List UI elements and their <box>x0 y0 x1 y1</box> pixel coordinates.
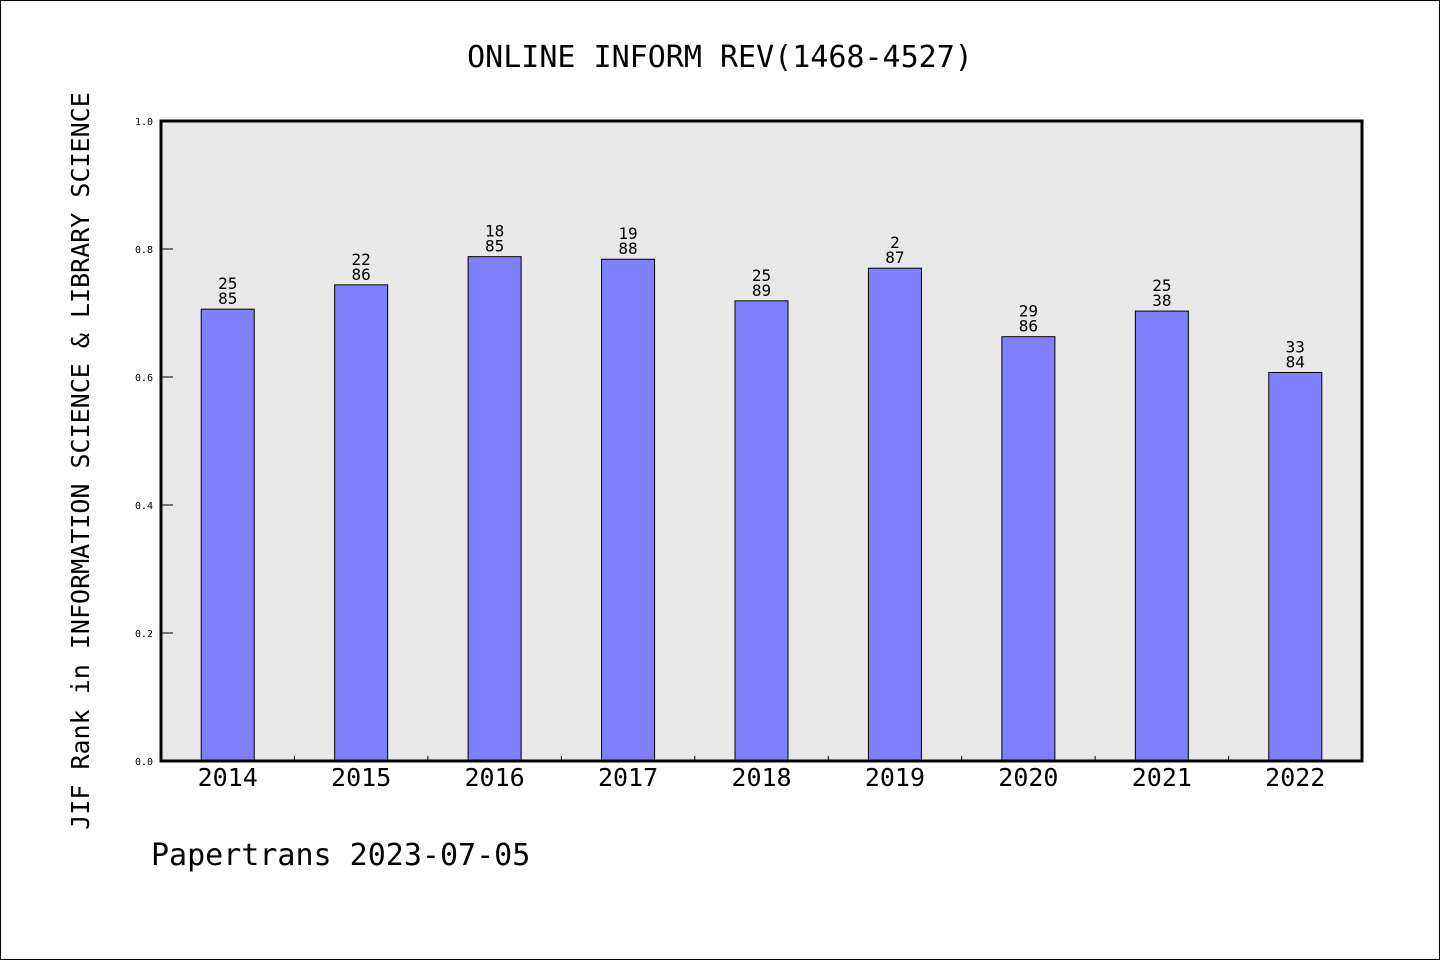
bar-label-rank-2019: 2 <box>890 233 900 252</box>
bar-2020 <box>1001 336 1056 762</box>
x-tick-label-2019: 2019 <box>865 763 925 792</box>
bar-label-total-2018: 89 <box>752 281 771 300</box>
y-tick-label-0.0: 0.0 <box>135 757 153 768</box>
footer-text: Papertrans 2023-07-05 <box>151 838 530 873</box>
bar-2021 <box>1134 310 1189 762</box>
x-tick-label-2022: 2022 <box>1265 763 1325 792</box>
bar-label-total-2014: 85 <box>218 289 237 308</box>
bar-2018 <box>734 300 789 762</box>
bar-label-rank-2015: 22 <box>352 250 371 269</box>
bar-label-total-2017: 88 <box>618 239 637 258</box>
bar-label-total-2020: 86 <box>1019 317 1038 336</box>
bar-2014 <box>200 308 255 762</box>
plot-border <box>159 119 1364 763</box>
bar-2016 <box>467 256 522 762</box>
x-tick-label-2016: 2016 <box>465 763 525 792</box>
y-tick-label-0.8: 0.8 <box>135 245 153 256</box>
bar-2017 <box>601 258 656 762</box>
x-tick-label-2017: 2017 <box>598 763 658 792</box>
x-tick-label-2014: 2014 <box>198 763 258 792</box>
y-tick-label-0.6: 0.6 <box>135 373 153 384</box>
x-tick-label-2015: 2015 <box>331 763 391 792</box>
bars-group <box>200 256 1323 762</box>
chart-title: ONLINE INFORM REV(1468-4527) <box>467 40 973 75</box>
bar-2022 <box>1268 372 1323 762</box>
bar-label-total-2016: 85 <box>485 237 504 256</box>
bar-label-total-2019: 87 <box>885 248 904 267</box>
y-tick-label-0.4: 0.4 <box>135 501 153 512</box>
bar-label-rank-2020: 29 <box>1019 302 1038 321</box>
bar-label-total-2021: 38 <box>1152 291 1171 310</box>
x-tick-label-2020: 2020 <box>998 763 1058 792</box>
y-tick-label-1.0: 1.0 <box>135 117 153 128</box>
bar-label-rank-2016: 18 <box>485 222 504 241</box>
x-tick-label-2021: 2021 <box>1132 763 1192 792</box>
bar-label-rank-2018: 25 <box>752 266 771 285</box>
bar-label-total-2022: 84 <box>1286 353 1305 372</box>
y-axis-label: JIF Rank in INFORMATION SCIENCE & LIBRAR… <box>66 92 95 830</box>
bar-label-rank-2014: 25 <box>218 274 237 293</box>
y-tick-label-0.2: 0.2 <box>135 629 153 640</box>
bar-label-rank-2022: 33 <box>1286 338 1305 357</box>
bar-label-rank-2017: 19 <box>618 224 637 243</box>
x-axis-ticks: 2014 2015 2016 2017 2018 2019 2020 2021 2022 <box>198 756 1325 792</box>
bar-2015 <box>334 284 389 762</box>
bar-2019 <box>867 267 922 762</box>
x-tick-label-2018: 2018 <box>731 763 791 792</box>
bar-label-total-2015: 86 <box>352 265 371 284</box>
bar-label-rank-2021: 25 <box>1152 276 1171 295</box>
